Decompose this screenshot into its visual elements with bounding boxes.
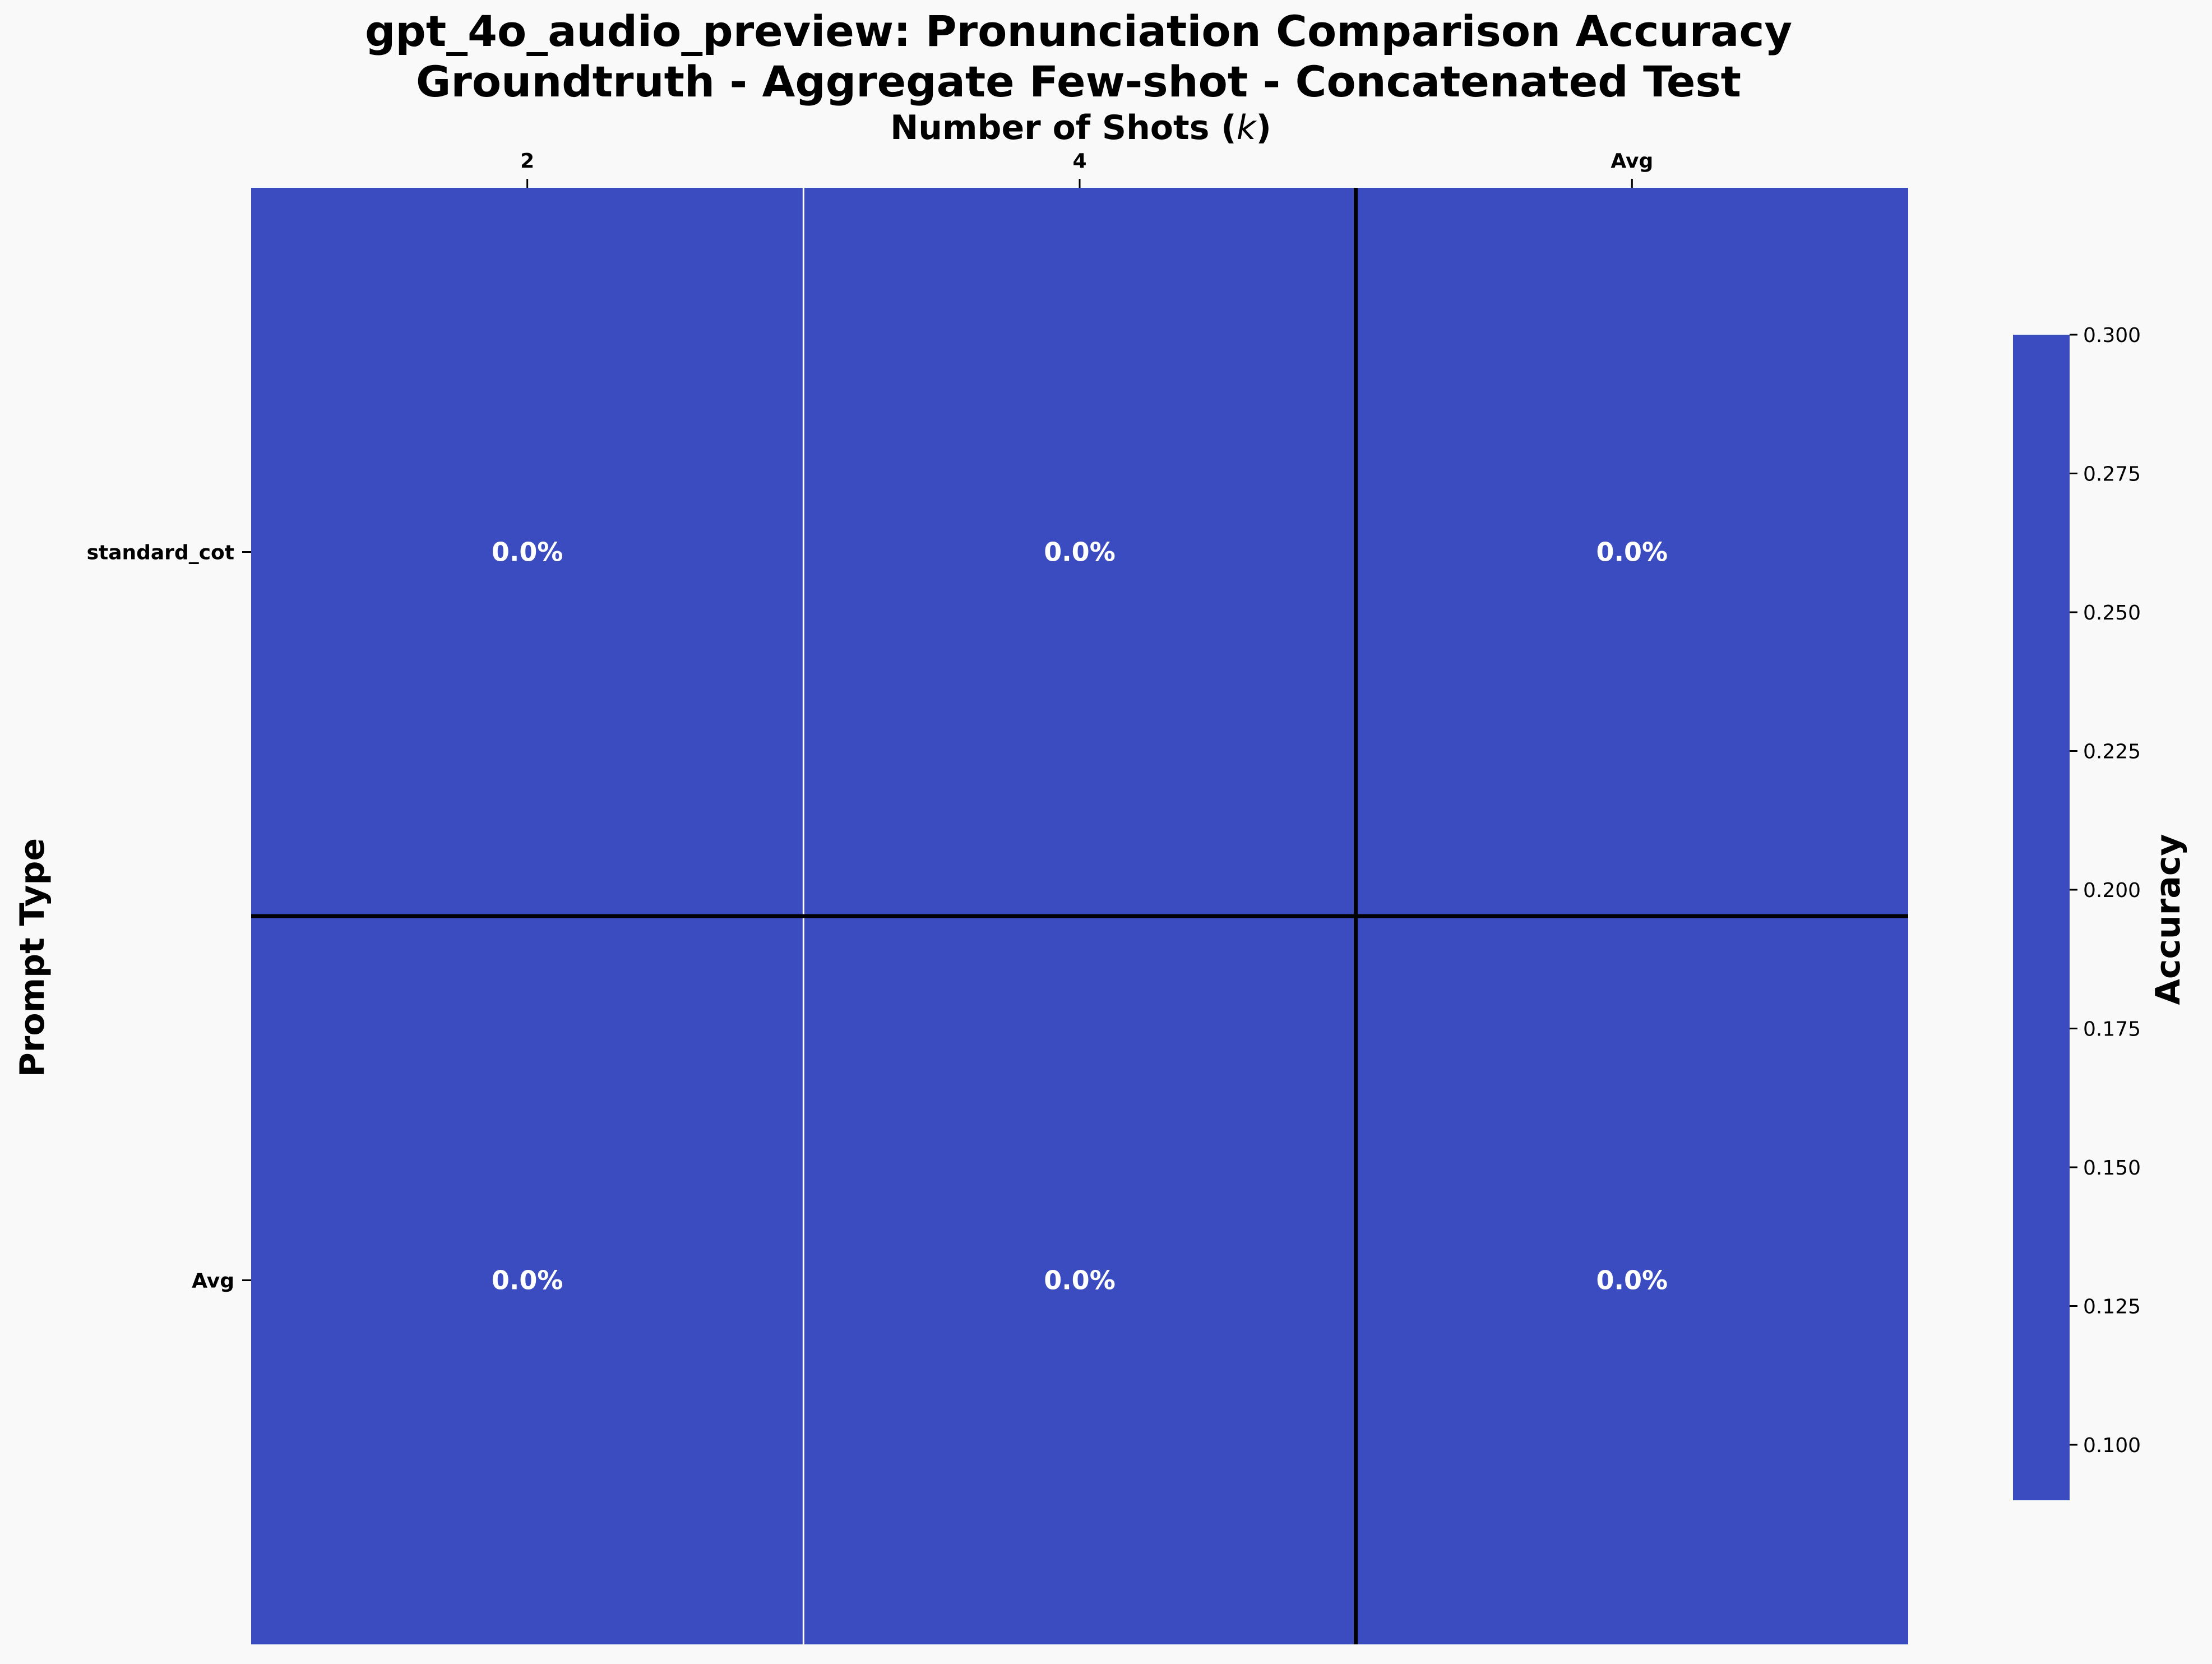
colorbar-label: Accuracy (2149, 834, 2188, 1005)
heatmap-cell (251, 188, 804, 916)
heatmap-cell (803, 188, 1356, 916)
cell-value-label: 0.0% (1044, 537, 1116, 567)
heatmap-cell (251, 916, 804, 1644)
colorbar-tick-label: 0.250 (2083, 602, 2141, 625)
y-tick-label: standard_cot (87, 542, 234, 565)
cell-value-label: 0.0% (492, 1265, 563, 1296)
x-tick-label: Avg (1611, 150, 1653, 173)
chart-title: gpt_4o_audio_preview: Pronunciation Comp… (365, 6, 1792, 56)
colorbar-tick-label: 0.175 (2083, 1018, 2141, 1041)
x-axis-ticks: 2 4 Avg (520, 150, 1653, 188)
colorbar-tick-label: 0.125 (2083, 1296, 2141, 1319)
colorbar-tick-label: 0.150 (2083, 1157, 2141, 1180)
heatmap-cell (1355, 916, 1908, 1644)
colorbar: 0.100 0.125 0.150 0.175 0.200 0.225 0.250 0.275… (2013, 324, 2141, 1500)
heatmap-cell (1355, 188, 1908, 916)
colorbar-gradient (2013, 335, 2070, 1500)
cell-value-label: 0.0% (1596, 1265, 1668, 1296)
y-axis-ticks: standard_cot Avg (87, 542, 251, 1293)
cell-value-label: 0.0% (492, 537, 563, 567)
colorbar-tick-label: 0.200 (2083, 879, 2141, 902)
heatmap-cell (803, 916, 1356, 1644)
colorbar-tick-label: 0.100 (2083, 1434, 2141, 1457)
colorbar-tick-label: 0.225 (2083, 741, 2141, 764)
heatmap-cells: 0.0% 0.0% 0.0% 0.0% 0.0% 0.0% (251, 188, 1908, 1644)
colorbar-tick-label: 0.300 (2083, 324, 2141, 347)
chart-subtitle: Groundtruth - Aggregate Few-shot - Conca… (416, 57, 1741, 107)
y-axis-label: Prompt Type (13, 838, 52, 1077)
y-tick-label: Avg (192, 1270, 234, 1293)
cell-value-label: 0.0% (1044, 1265, 1116, 1296)
colorbar-tick-label: 0.275 (2083, 463, 2141, 486)
cell-value-label: 0.0% (1596, 537, 1668, 567)
x-axis-label: Number of Shots (k) (890, 108, 1271, 147)
x-tick-label: 4 (1072, 150, 1086, 173)
x-tick-label: 2 (520, 150, 534, 173)
